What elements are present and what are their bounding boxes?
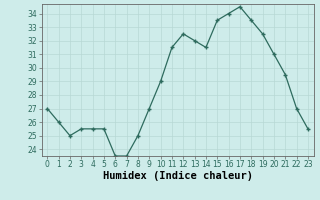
X-axis label: Humidex (Indice chaleur): Humidex (Indice chaleur) <box>103 171 252 181</box>
